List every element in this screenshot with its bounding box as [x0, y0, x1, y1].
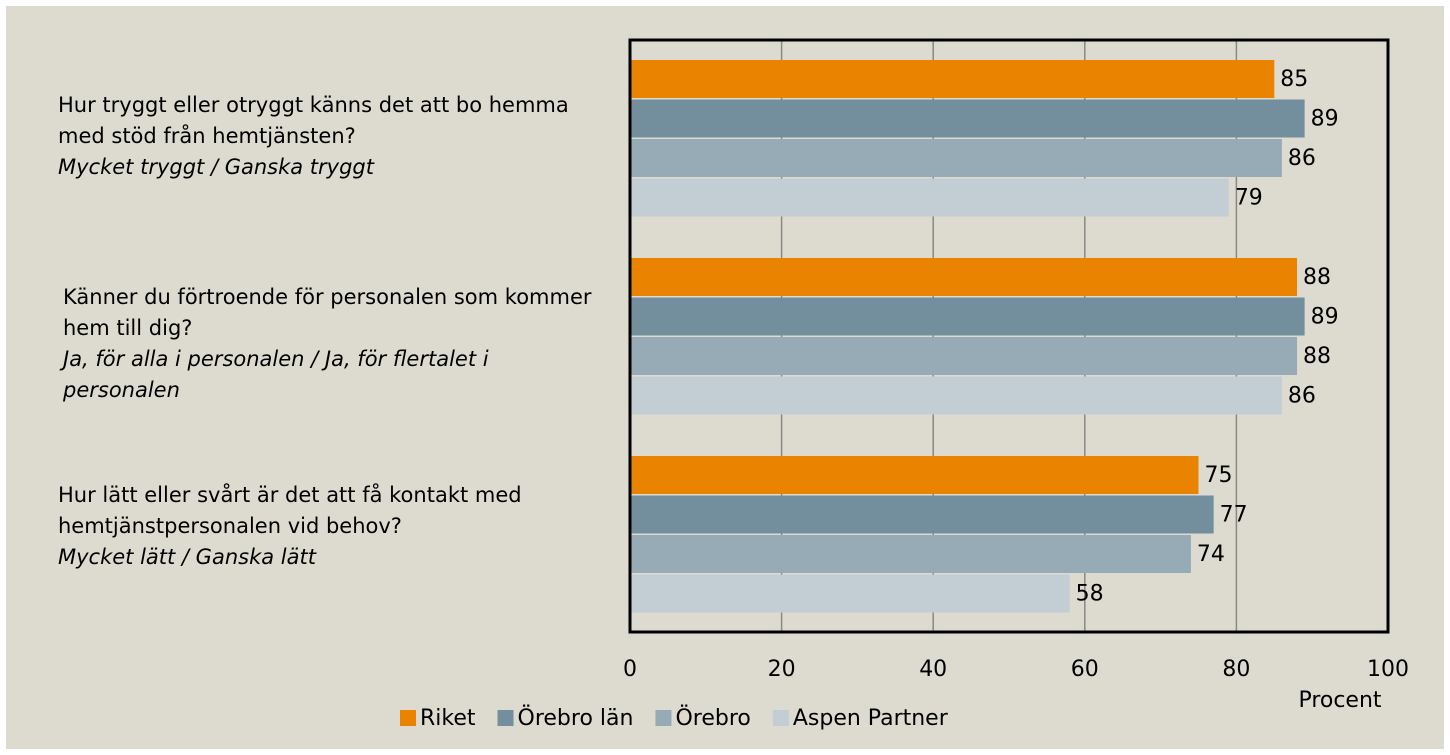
legend-label: Riket [420, 706, 476, 731]
value-label: 79 [1235, 186, 1263, 211]
legend-swatch [497, 710, 514, 726]
plot-frame [628, 38, 1390, 634]
legend-swatch [655, 710, 672, 726]
x-tick-label: 40 [919, 657, 947, 682]
legend-label: Örebro [675, 705, 750, 731]
question: Hur tryggt eller otryggt känns det att b… [58, 93, 569, 148]
value-label: 75 [1205, 463, 1233, 488]
bar [630, 99, 1305, 138]
bar [630, 139, 1282, 177]
bar [630, 376, 1282, 415]
value-label: 89 [1311, 305, 1339, 330]
bar [630, 495, 1214, 534]
bar [630, 574, 1070, 613]
bar [630, 297, 1305, 336]
value-label: 74 [1197, 542, 1225, 567]
x-tick-label: 60 [1071, 657, 1099, 682]
category-label: Hur tryggt eller otryggt känns det att b… [58, 90, 598, 183]
answer: Mycket lätt / Ganska lätt [58, 545, 316, 569]
legend-swatch [772, 710, 789, 726]
bar [630, 178, 1229, 217]
bar [630, 535, 1191, 573]
bar [630, 60, 1275, 98]
x-axis-label: Procent [1298, 688, 1381, 713]
answer: Mycket tryggt / Ganska tryggt [58, 155, 374, 179]
legend-swatch [400, 710, 416, 726]
value-label: 58 [1076, 582, 1104, 607]
value-label: 86 [1288, 146, 1316, 171]
x-tick-label: 0 [623, 657, 637, 682]
value-label: 86 [1288, 384, 1316, 409]
question: Känner du förtroende för personalen som … [63, 285, 592, 340]
bar [630, 337, 1298, 375]
value-label: 88 [1303, 344, 1331, 369]
value-label: 85 [1280, 67, 1308, 92]
question: Hur lätt eller svårt är det att få konta… [58, 483, 522, 538]
legend-label: Örebro län [518, 705, 634, 731]
category-label: Hur lätt eller svårt är det att få konta… [58, 480, 598, 573]
bar [630, 258, 1298, 296]
legend-label: Aspen Partner [793, 706, 949, 731]
x-tick-label: 80 [1222, 657, 1250, 682]
value-label: 77 [1220, 503, 1248, 528]
x-tick-label: 20 [768, 657, 796, 682]
value-label: 88 [1303, 265, 1331, 290]
category-label: Känner du förtroende för personalen som … [63, 282, 603, 406]
bar [630, 456, 1199, 494]
x-tick-label: 100 [1367, 657, 1409, 682]
answer: Ja, för alla i personalen / Ja, för fler… [63, 347, 489, 402]
value-label: 89 [1311, 107, 1339, 132]
